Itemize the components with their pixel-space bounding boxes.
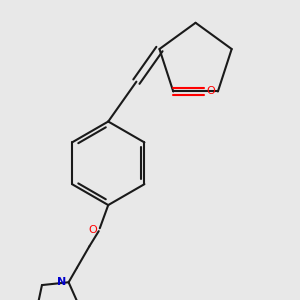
Text: O: O <box>88 225 97 235</box>
Text: N: N <box>58 277 67 287</box>
Text: O: O <box>207 86 215 97</box>
